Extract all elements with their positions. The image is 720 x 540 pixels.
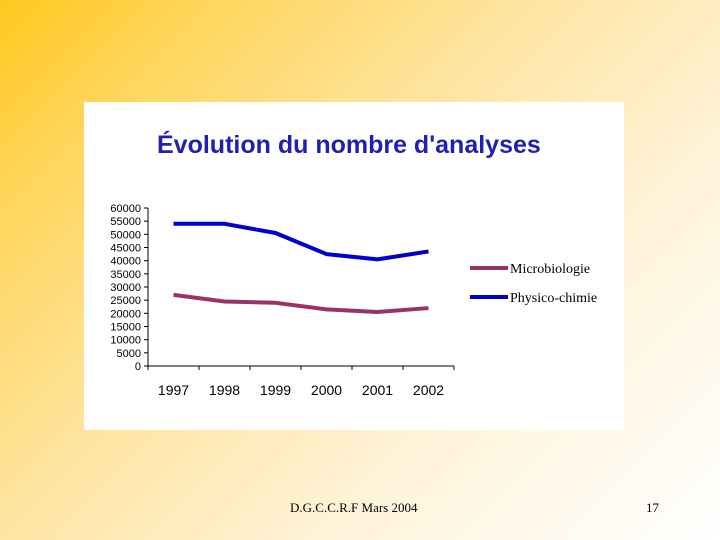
x-tick-label: 2001 <box>362 382 393 398</box>
series-line-2 <box>173 221 429 262</box>
x-tick-label: 2000 <box>311 382 342 398</box>
y-tick-label: 60000 <box>110 203 141 215</box>
legend-label-2: Physico-chimie <box>510 291 597 306</box>
chart-panel: Évolution du nombre d'analyses 0 5000 1000… <box>84 102 624 430</box>
x-tick-label: 1998 <box>209 382 240 398</box>
y-tick-label: 30000 <box>110 282 141 294</box>
y-tick-label: 45000 <box>110 243 141 255</box>
y-tick-label: 35000 <box>110 269 141 281</box>
series-layer <box>173 221 429 315</box>
y-tick-label: 50000 <box>110 229 141 241</box>
x-tick-label: 2002 <box>413 382 444 398</box>
chart-legend: Microbiologie Physico-chimie <box>470 262 597 306</box>
y-tick-label: 5000 <box>117 348 141 360</box>
y-tick-label: 20000 <box>110 308 141 320</box>
y-tick-label: 40000 <box>110 256 141 268</box>
chart-title: Évolution du nombre d'analyses <box>157 130 541 159</box>
y-tick-label: 15000 <box>110 322 141 334</box>
footer-source: D.G.C.C.R.F Mars 2004 <box>290 500 418 515</box>
x-tick-label: 1999 <box>260 382 291 398</box>
x-tick-label: 1997 <box>158 382 189 398</box>
slide-number: 17 <box>646 500 659 515</box>
y-tick-label: 55000 <box>110 216 141 228</box>
y-tick-label: 25000 <box>110 295 141 307</box>
y-tick-label: 10000 <box>110 335 141 347</box>
line-chart: Évolution du nombre d'analyses 050001000… <box>110 130 597 398</box>
legend-label-1: Microbiologie <box>510 262 590 277</box>
series-line-1 <box>173 292 429 315</box>
y-tick-label: 0 <box>135 361 141 373</box>
